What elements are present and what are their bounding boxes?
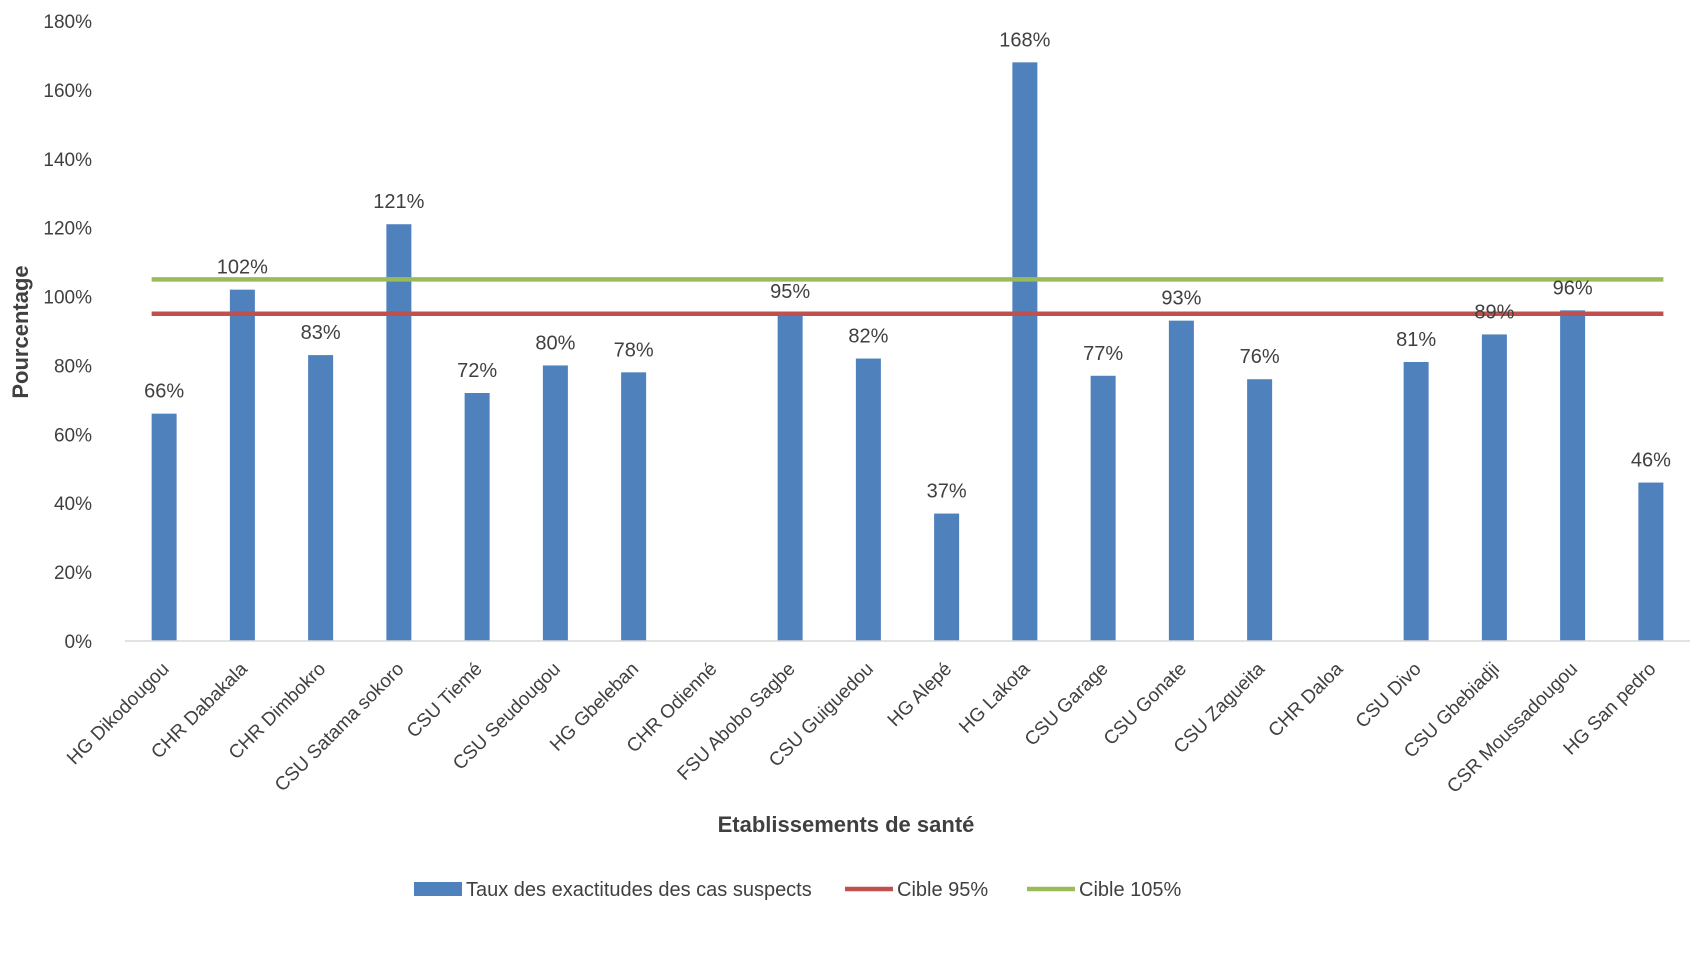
x-axis-title: Etablissements de santé bbox=[718, 812, 975, 837]
data-label: 168% bbox=[999, 29, 1050, 51]
data-label: 46% bbox=[1631, 450, 1671, 472]
data-label: 121% bbox=[373, 191, 424, 213]
y-tick-label: 80% bbox=[54, 356, 92, 377]
x-tick-label: CHR Daloa bbox=[1265, 658, 1348, 741]
bar bbox=[151, 413, 177, 641]
data-label: 78% bbox=[614, 339, 654, 361]
y-tick-label: 40% bbox=[54, 494, 92, 515]
y-tick-label: 20% bbox=[54, 563, 92, 584]
data-label: 102% bbox=[217, 257, 268, 279]
legend-label: Taux des exactitudes des cas suspects bbox=[466, 879, 812, 901]
bar bbox=[542, 365, 568, 641]
legend-label: Cible 105% bbox=[1079, 879, 1182, 901]
data-label: 76% bbox=[1240, 346, 1280, 368]
bar bbox=[308, 355, 334, 641]
bar bbox=[1012, 62, 1038, 642]
bar bbox=[777, 313, 803, 641]
target-lines bbox=[151, 277, 1664, 317]
data-label: 83% bbox=[301, 322, 341, 344]
bar bbox=[621, 372, 647, 641]
data-label: 89% bbox=[1474, 301, 1514, 323]
bar bbox=[934, 513, 960, 641]
data-label: 37% bbox=[927, 481, 967, 503]
data-label: 77% bbox=[1083, 343, 1123, 365]
x-tick-label: HG Lakota bbox=[955, 658, 1034, 737]
data-label: 81% bbox=[1396, 329, 1436, 351]
y-axis-ticks: 0% 20% 40% 60% 80% 100% 120% 140% 160% 180% bbox=[43, 12, 92, 653]
bar bbox=[229, 289, 255, 641]
y-axis-title: Pourcentage bbox=[8, 265, 33, 398]
data-label: 66% bbox=[144, 381, 184, 403]
bar bbox=[1168, 320, 1194, 641]
y-tick-label: 0% bbox=[65, 632, 93, 653]
y-tick-label: 60% bbox=[54, 425, 92, 446]
x-tick-label: HG Alepé bbox=[884, 659, 956, 731]
data-label: 80% bbox=[535, 332, 575, 354]
legend: Taux des exactitudes des cas suspects Cib… bbox=[414, 879, 1182, 901]
y-tick-label: 140% bbox=[43, 150, 92, 171]
bar bbox=[1403, 362, 1429, 641]
bar bbox=[1247, 379, 1273, 641]
bar bbox=[1481, 334, 1507, 641]
y-tick-label: 160% bbox=[43, 81, 92, 102]
bar bbox=[386, 224, 412, 641]
x-tick-label: CSU Garage bbox=[1021, 659, 1113, 751]
legend-swatch bbox=[414, 882, 462, 896]
bar bbox=[855, 358, 881, 641]
x-tick-label: CSU Tiemé bbox=[403, 659, 487, 743]
y-tick-label: 120% bbox=[43, 219, 92, 240]
data-label: 82% bbox=[848, 326, 888, 348]
bar bbox=[1638, 482, 1664, 641]
legend-label: Cible 95% bbox=[897, 879, 988, 901]
data-labels: 66% 102% 83% 121% 72% 80% 78% 95% 82% 37% 168% 77% 9… bbox=[144, 29, 1671, 502]
bar bbox=[1560, 310, 1586, 641]
y-tick-label: 100% bbox=[43, 288, 92, 309]
x-tick-label: CSU Divo bbox=[1352, 659, 1426, 733]
data-label: 93% bbox=[1161, 288, 1201, 310]
bar bbox=[464, 393, 490, 641]
x-tick-label: CSU Satama sokoro bbox=[271, 659, 408, 796]
x-tick-label: CSR Moussadougou bbox=[1443, 659, 1582, 798]
data-label: 95% bbox=[770, 281, 810, 303]
bar bbox=[1090, 375, 1116, 641]
bar-series bbox=[151, 62, 1664, 642]
data-label: 72% bbox=[457, 360, 497, 382]
y-tick-label: 180% bbox=[43, 12, 92, 33]
data-label: 96% bbox=[1553, 277, 1593, 299]
